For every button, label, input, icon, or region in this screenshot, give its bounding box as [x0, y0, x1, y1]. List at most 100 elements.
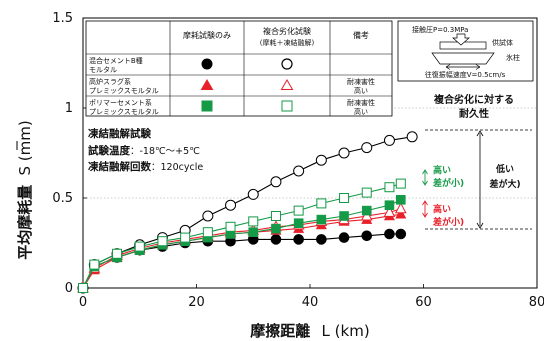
- header-remarks: 備考: [353, 30, 369, 40]
- apparatus-speed: 往復振幅速度V=0.5cm/s: [425, 70, 506, 79]
- legend-marker-slag-abrasion: [200, 79, 214, 90]
- red-diff-label: 差が小): [433, 216, 464, 228]
- data-point-cement_comb: [225, 199, 237, 211]
- gridlines: [83, 107, 537, 199]
- row1-name2: モルタル: [89, 65, 117, 74]
- plot-area: 0 0.5 1 1.5 0 20 40 60 80: [52, 11, 544, 310]
- test-conditions: 凍結融解試験 試験温度：-18℃～+5℃ 凍結融解回数：120cycle: [88, 127, 203, 173]
- legend-border: [85, 20, 393, 117]
- data-point-polymer_comb: [361, 187, 372, 198]
- data-point-polymer_abr: [395, 195, 406, 205]
- data-point-cement_comb: [338, 147, 350, 159]
- data-point-slag_comb: [383, 205, 396, 217]
- data-point-cement_abr: [395, 228, 407, 240]
- low-range-arrowheads-icon: [476, 130, 484, 229]
- apparatus-specimen: 供試体: [492, 38, 513, 47]
- legend-marker-cement-combined: [281, 58, 293, 70]
- row3-name1: ポリマーセメント系: [89, 98, 152, 107]
- data-point-polymer_comb: [112, 248, 123, 259]
- conditions-temp: 試験温度：-18℃～+5℃: [88, 144, 200, 157]
- y-tick-label: 0.5: [52, 191, 73, 206]
- series-line-polymer_comb: [82, 183, 401, 289]
- durability-title-1: 複合劣化に対する: [433, 93, 514, 106]
- apparatus-border: [397, 20, 534, 82]
- series-line-cement_abr: [82, 233, 401, 289]
- data-point-polymer_abr: [293, 218, 304, 228]
- series-layer: [77, 131, 418, 294]
- data-point-cement_abr: [361, 230, 373, 242]
- series-line-cement_comb: [82, 136, 413, 289]
- y-axis-unit: S (mm): [16, 120, 34, 175]
- pressure-arrow-icon: [452, 33, 470, 46]
- red-high-label: 高い: [433, 203, 451, 215]
- y-tick-label: 1: [65, 101, 73, 116]
- data-point-polymer_comb: [293, 205, 304, 216]
- row2-name1: 高炉スラグ系: [89, 77, 131, 86]
- data-point-polymer_abr: [384, 200, 395, 210]
- data-point-polymer_comb: [248, 216, 259, 227]
- legend-marker-polymer-abrasion: [201, 100, 213, 112]
- apparatus-pressure: 接触圧P=0.3MPa: [412, 25, 468, 34]
- x-axis-unit: L (km): [322, 322, 370, 340]
- row2-name2: プレミックスモルタル: [89, 86, 159, 95]
- series-polymer_comb: [78, 178, 406, 293]
- legend-marker-slag-combined: [280, 79, 294, 90]
- series-line-polymer_abr: [82, 199, 402, 289]
- data-point-cement_abr: [338, 232, 350, 243]
- green-arrowheads-icon: [422, 169, 428, 186]
- data-point-polymer_comb: [384, 182, 395, 193]
- data-point-cement_comb: [270, 176, 282, 188]
- conditions-cycles-label: 凍結融解回数: [88, 160, 151, 173]
- legend-marker-cement-abrasion: [201, 58, 213, 70]
- y-tick-label: 1.5: [52, 11, 73, 26]
- durability-annotation: 複合劣化に対する 耐久性 低い 差が大) 高い 差が小) 高い 差が小): [422, 93, 532, 230]
- conditions-title: 凍結融解試験: [88, 127, 151, 140]
- series-polymer_abr: [78, 195, 406, 293]
- data-point-cement_comb: [383, 134, 395, 146]
- x-tick-label: 20: [188, 295, 205, 310]
- data-point-polymer_comb: [202, 227, 213, 238]
- row2-remark2: 高い: [354, 86, 368, 95]
- green-diff-label: 差が小): [433, 177, 464, 189]
- x-tick-label: 80: [529, 295, 544, 310]
- header-combined: 複合劣化試験: [263, 26, 311, 36]
- data-point-polymer_comb: [316, 198, 327, 209]
- ice-column: [431, 52, 495, 65]
- conditions-cycles: 凍結融解回数：120cycle: [88, 160, 203, 173]
- data-point-slag_abr: [395, 208, 407, 219]
- data-point-cement_comb: [247, 188, 259, 200]
- data-point-polymer_comb: [78, 283, 88, 293]
- data-point-polymer_comb: [225, 221, 236, 232]
- y-ticks: 0 0.5 1 1.5: [52, 11, 87, 296]
- data-point-cement_abr: [293, 234, 304, 245]
- legend-table: 摩耗試験のみ 複合劣化試験 (摩耗＋凍結融解) 備考 混合セメントB種 モルタル…: [85, 20, 393, 117]
- y-tick-label: 0: [65, 281, 73, 296]
- data-point-polymer_abr: [316, 214, 327, 225]
- header-abrasion-only: 摩耗試験のみ: [183, 30, 231, 40]
- apparatus-ice: 氷柱: [506, 53, 520, 62]
- svg-text:平均摩耗量 S (mm): 平均摩耗量 S (mm): [16, 120, 34, 259]
- y-axis-title: 平均摩耗量: [16, 185, 34, 260]
- series-cement_abr: [77, 228, 407, 294]
- data-point-cement_comb: [202, 210, 214, 222]
- durability-title-2: 耐久性: [459, 107, 489, 120]
- header-combined-sub: (摩耗＋凍結融解): [260, 38, 315, 47]
- data-point-polymer_comb: [395, 178, 406, 189]
- x-ticks: 0 20 40 60 80: [79, 284, 544, 310]
- data-point-polymer_abr: [361, 205, 372, 216]
- series-line-slag_comb: [82, 208, 401, 289]
- row3-remark1: 耐凍害性: [347, 98, 375, 107]
- data-point-polymer_abr: [339, 211, 349, 221]
- series-slag_comb: [77, 202, 407, 293]
- x-axis-title: 摩擦距離: [250, 322, 310, 340]
- x-tick-label: 60: [415, 295, 432, 310]
- data-point-polymer_comb: [339, 193, 350, 203]
- low-diff-label: 差が大): [489, 178, 520, 190]
- red-arrowheads-icon: [422, 200, 428, 218]
- data-point-polymer_abr: [271, 223, 281, 234]
- data-point-cement_comb: [361, 142, 373, 154]
- reciprocating-arrow-icon: [445, 64, 481, 70]
- row3-remark2: 高い: [354, 107, 368, 116]
- low-label: 低い: [495, 163, 514, 175]
